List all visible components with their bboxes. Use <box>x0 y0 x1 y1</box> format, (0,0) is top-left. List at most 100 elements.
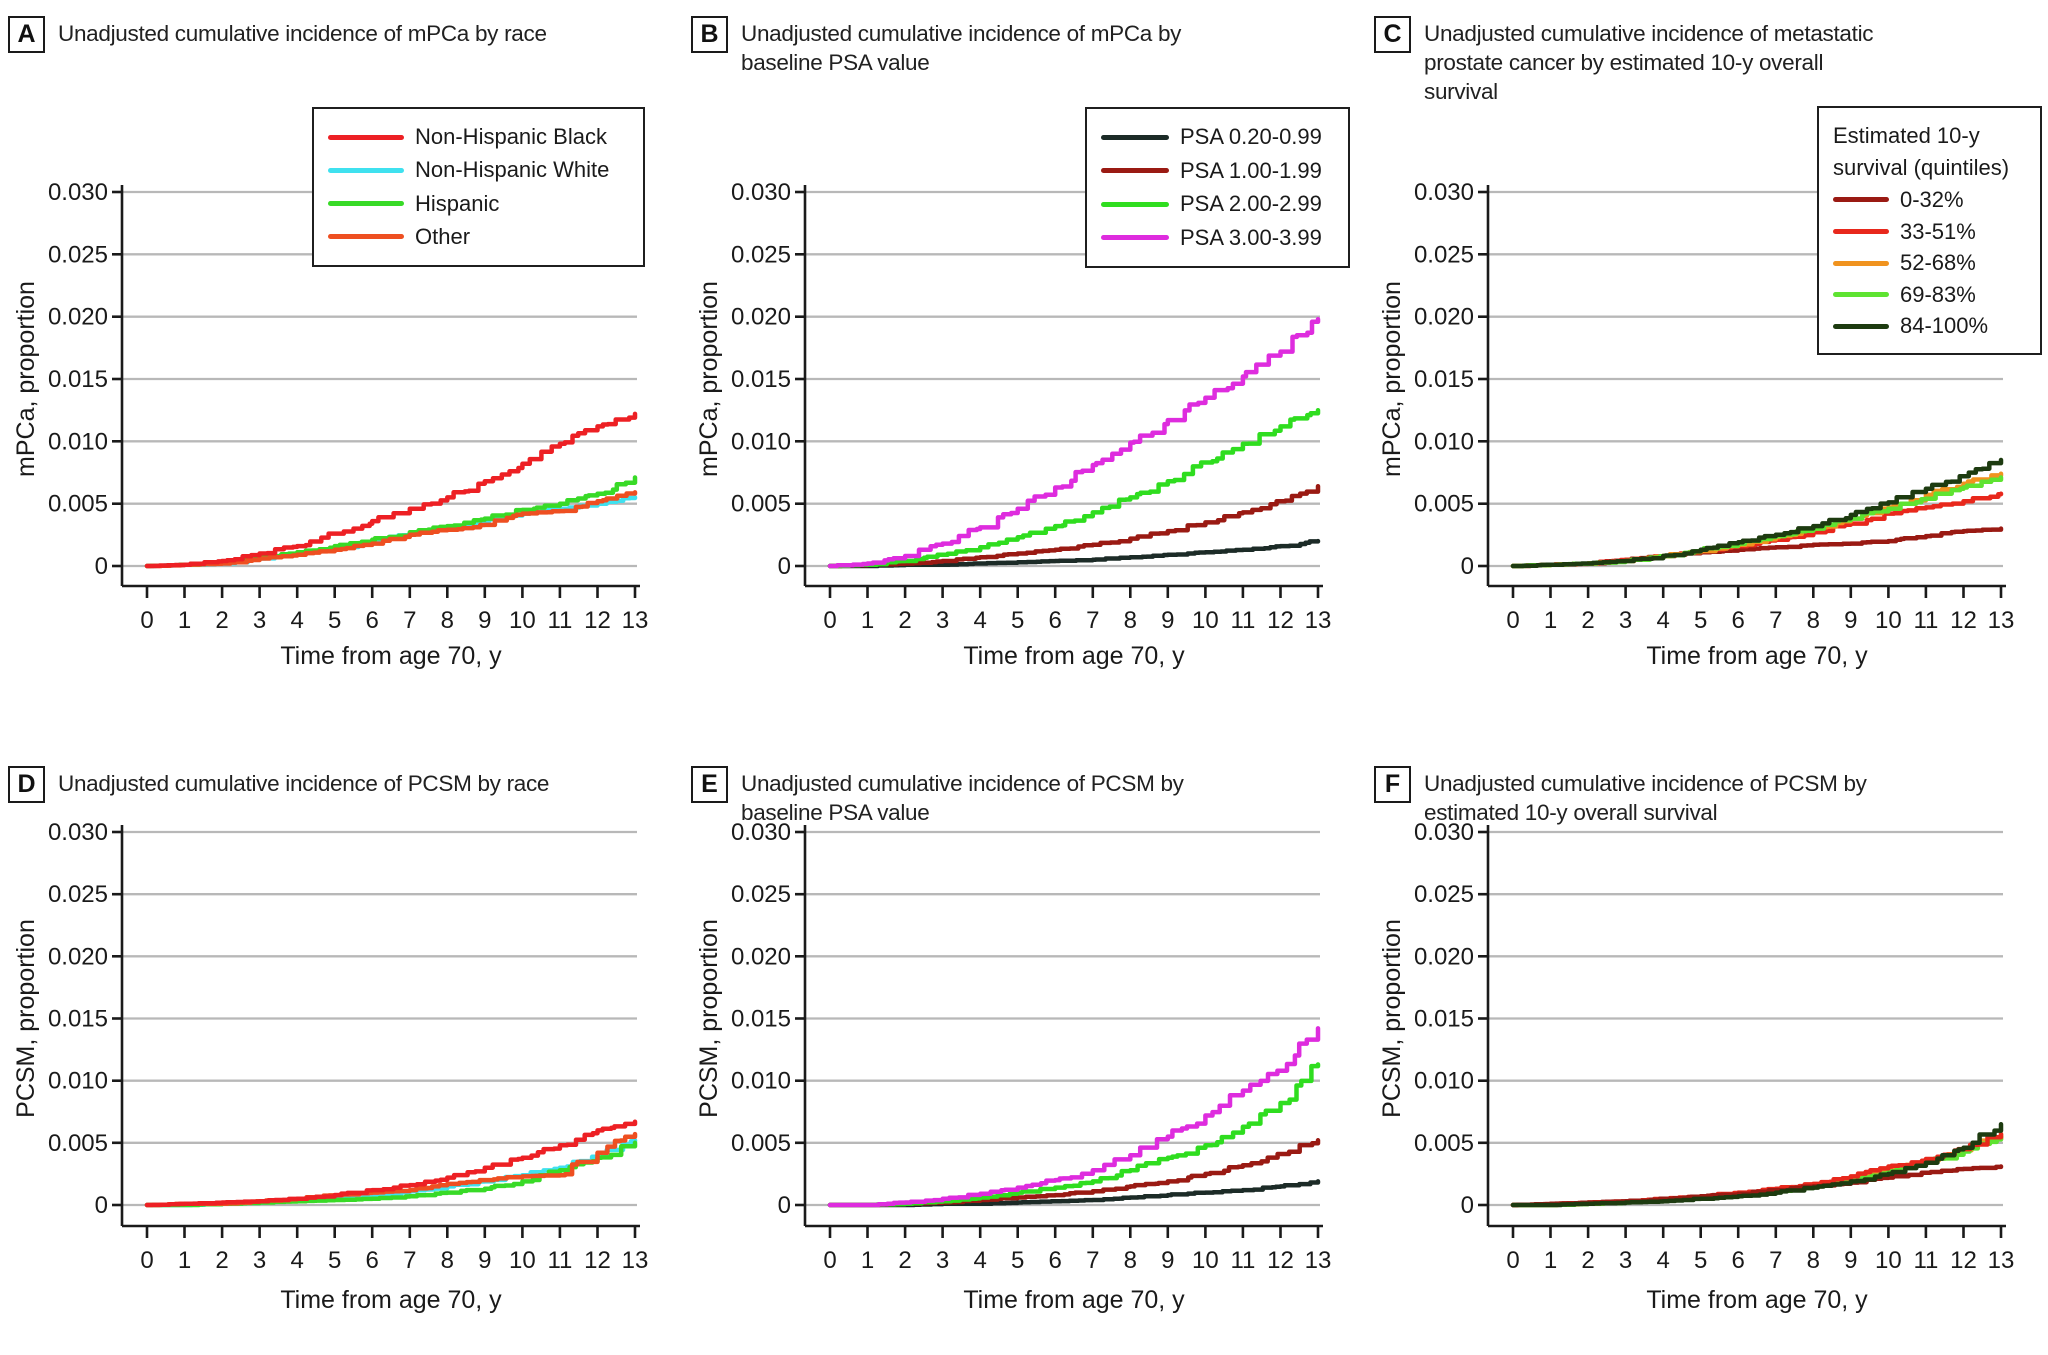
x-tick-label: 9 <box>1844 1247 1857 1274</box>
x-tick-label: 8 <box>1124 607 1137 634</box>
x-tick-label: 1 <box>861 607 874 634</box>
x-tick-label: 2 <box>898 1247 911 1274</box>
x-tick-label: 2 <box>1581 607 1594 634</box>
series-non-hispanic-white <box>144 495 638 569</box>
x-tick-label: 3 <box>253 1247 266 1274</box>
y-tick-label: 0.020 <box>1414 943 1474 970</box>
legend-label: Non-Hispanic Black <box>415 124 607 150</box>
x-tick-label: 8 <box>1124 1247 1137 1274</box>
legend-swatch-line <box>1101 134 1169 140</box>
y-tick-label: 0.005 <box>731 1130 791 1157</box>
y-axis-label: mPCa, proportion <box>1378 281 1406 477</box>
series-84-100- <box>1510 1121 2004 1208</box>
legend: Estimated 10-y survival (quintiles) 0-32% 3… <box>1817 106 2042 355</box>
legend-entry: PSA 2.00-2.99 <box>1101 191 1338 217</box>
x-tick-label: 9 <box>478 1247 491 1274</box>
x-tick-label: 13 <box>1988 1247 2015 1274</box>
legend-label: PSA 3.00-3.99 <box>1180 224 1322 250</box>
x-axis: 0 1 2 3 4 5 6 7 8 9 10 11 12 13 <box>805 584 1332 634</box>
y-tick-label: 0 <box>1461 1192 1474 1219</box>
legend-entry: 0-32% <box>1833 187 2030 213</box>
x-tick-label: 8 <box>441 607 454 634</box>
panel-title: Unadjusted cumulative incidence of mPCa … <box>741 19 1349 77</box>
series-other <box>144 490 638 569</box>
x-tick-label: 11 <box>1230 1247 1255 1274</box>
y-tick-label: 0.005 <box>731 491 791 518</box>
legend-label: Other <box>415 223 471 249</box>
x-tick-label: 10 <box>1875 1247 1902 1274</box>
x-tick-label: 12 <box>584 607 611 634</box>
y-tick-label: 0.010 <box>731 1068 791 1095</box>
y-tick-label: 0.030 <box>731 819 791 846</box>
x-tick-label: 9 <box>1161 607 1174 634</box>
panel-letter: B <box>691 16 728 53</box>
legend-entry: PSA 3.00-3.99 <box>1101 225 1338 251</box>
legend-swatch-line <box>1833 292 1889 298</box>
legend-swatch-line <box>1833 197 1889 203</box>
legend-entry: Non-Hispanic White <box>328 157 633 183</box>
x-tick-label: 4 <box>291 607 304 634</box>
y-tick-label: 0 <box>95 1192 108 1219</box>
y-tick-label: 0.010 <box>48 1068 108 1095</box>
x-tick-label: 4 <box>974 607 987 634</box>
x-tick-label: 13 <box>1305 607 1332 634</box>
x-tick-label: 0 <box>823 607 836 634</box>
series-psa-3-00-3-99 <box>827 1026 1321 1208</box>
y-tick-label: 0.020 <box>1414 304 1474 331</box>
y-axis: 0 0.005 0.010 0.015 0.020 0.025 0.030 <box>48 179 124 586</box>
y-axis-label: mPCa, proportion <box>12 281 40 477</box>
x-tick-label: 2 <box>1581 1247 1594 1274</box>
panel-title-line: baseline PSA value <box>741 800 930 825</box>
x-tick-label: 10 <box>1875 607 1902 634</box>
y-tick-label: 0.025 <box>1414 881 1474 908</box>
x-tick-label: 2 <box>215 607 228 634</box>
x-tick-label: 7 <box>1769 607 1782 634</box>
y-tick-label: 0.015 <box>731 1006 791 1033</box>
x-tick-label: 1 <box>1544 1247 1557 1274</box>
x-tick-label: 5 <box>1011 1247 1024 1274</box>
y-tick-label: 0.015 <box>48 366 108 393</box>
x-tick-label: 1 <box>178 607 191 634</box>
legend-swatch-line <box>1833 229 1889 234</box>
x-tick-label: 4 <box>291 1247 304 1274</box>
legend-entry: Non-Hispanic Black <box>328 124 633 150</box>
x-tick-label: 10 <box>1192 1247 1219 1274</box>
y-tick-label: 0.005 <box>1414 491 1474 518</box>
x-tick-label: 5 <box>328 1247 341 1274</box>
x-tick-label: 13 <box>1305 1247 1332 1274</box>
x-tick-label: 6 <box>1049 1247 1062 1274</box>
x-tick-label: 12 <box>584 1247 611 1274</box>
y-tick-label: 0.030 <box>48 819 108 846</box>
x-tick-label: 3 <box>1619 1247 1632 1274</box>
x-tick-label: 11 <box>547 607 572 634</box>
legend-swatch-line <box>1833 323 1889 329</box>
y-axis: 0 0.005 0.010 0.015 0.020 0.025 0.030 <box>1414 179 1490 586</box>
x-tick-label: 0 <box>140 607 153 634</box>
y-tick-label: 0.010 <box>1414 1068 1474 1095</box>
series-psa-0-20-0-99 <box>827 538 1321 569</box>
x-tick-label: 8 <box>1807 1247 1820 1274</box>
x-tick-label: 12 <box>1267 607 1294 634</box>
x-tick-label: 7 <box>1086 1247 1099 1274</box>
x-tick-label: 6 <box>1049 607 1062 634</box>
x-axis-label: Time from age 70, y <box>963 1286 1185 1314</box>
legend-label: 69-83% <box>1900 281 1976 307</box>
panel-title-line: Unadjusted cumulative incidence of mPCa … <box>741 21 1182 46</box>
legend-swatch-line <box>1101 168 1169 174</box>
legend-swatch-line <box>1101 201 1169 207</box>
gridlines <box>805 830 1320 1207</box>
panel-letter: A <box>8 16 45 53</box>
y-tick-label: 0.025 <box>1414 241 1474 268</box>
x-tick-label: 0 <box>140 1247 153 1274</box>
legend-label: PSA 0.20-0.99 <box>1180 124 1322 150</box>
panel-letter: E <box>691 766 728 803</box>
y-tick-label: 0.025 <box>731 241 791 268</box>
panel-title-line: Unadjusted cumulative incidence of PCSM … <box>58 771 550 796</box>
x-tick-label: 2 <box>898 607 911 634</box>
y-tick-label: 0 <box>1461 553 1474 580</box>
y-tick-label: 0.025 <box>731 881 791 908</box>
